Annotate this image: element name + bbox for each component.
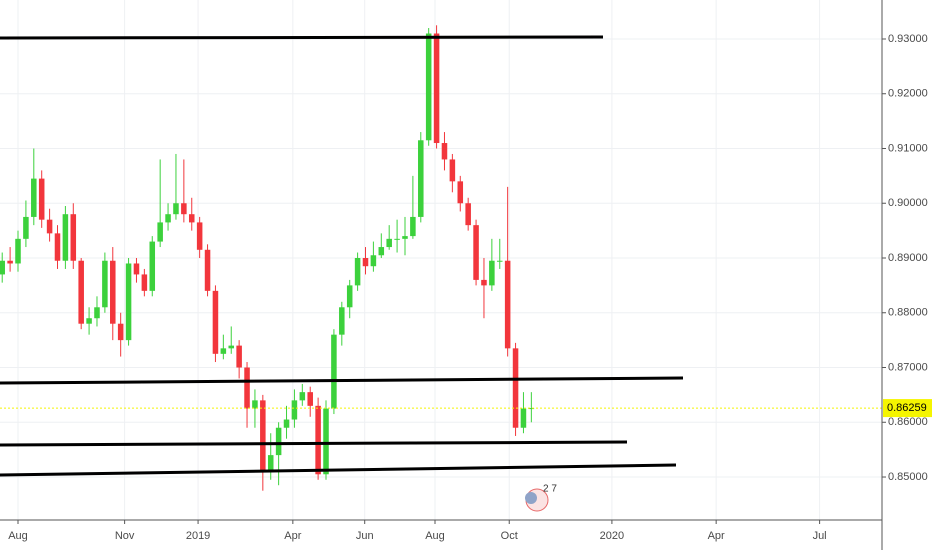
- candle-body: [339, 307, 345, 335]
- candle-body: [275, 427, 282, 456]
- candle-body: [457, 181, 464, 204]
- candle-body: [346, 285, 353, 308]
- candle-body: [267, 455, 274, 472]
- candle-body: [291, 400, 298, 420]
- candle-body: [228, 345, 235, 349]
- candles: [0, 25, 882, 491]
- candle-body: [283, 419, 290, 428]
- candle-body: [386, 238, 392, 248]
- x-tick-label: 2019: [186, 530, 210, 542]
- candle-body: [252, 400, 258, 409]
- candle-body: [70, 214, 77, 261]
- candle-body: [331, 334, 337, 409]
- candle-body: [117, 323, 124, 341]
- candle-body: [181, 203, 187, 215]
- candle-body: [204, 249, 211, 291]
- candle-body: [157, 222, 163, 242]
- trend-line[interactable]: [0, 376, 684, 385]
- candle-body: [110, 260, 116, 324]
- trend-line[interactable]: [0, 440, 628, 447]
- candle-body: [244, 367, 250, 409]
- candle-body: [354, 258, 361, 286]
- y-tick-label: 0.91000: [888, 142, 928, 154]
- badge-avatar: [525, 492, 537, 504]
- y-tick-label: 0.86000: [888, 416, 928, 428]
- candle-body: [31, 178, 37, 217]
- last-price-box: [883, 399, 932, 418]
- x-tick-label: Jul: [813, 530, 827, 542]
- candle-body: [425, 33, 432, 141]
- candle-body: [94, 307, 100, 319]
- candle-body: [54, 233, 61, 261]
- candle-body: [449, 159, 456, 182]
- candle-body: [520, 408, 527, 428]
- x-tick-label: Aug: [8, 530, 28, 542]
- candle-body: [133, 263, 140, 275]
- candle-body: [433, 33, 440, 144]
- last-price-label: 0.86259: [887, 402, 927, 414]
- y-tick-label: 0.92000: [888, 88, 928, 100]
- candle-body: [78, 260, 84, 324]
- x-tick-label: Oct: [501, 530, 518, 542]
- candle-body: [362, 258, 369, 267]
- candle-body: [149, 241, 156, 291]
- candle-body: [418, 140, 424, 217]
- candle-body: [220, 348, 227, 354]
- axes: 0.85000 0.86000 0.87000 0.88000 0.89000 0.900…: [8, 33, 932, 542]
- x-tick-label: Apr: [708, 530, 725, 542]
- candle-body: [394, 238, 400, 240]
- candle-body: [307, 392, 313, 406]
- y-tick-label: 0.87000: [888, 361, 928, 373]
- candle-body: [38, 178, 45, 220]
- x-tick-label: Nov: [115, 530, 135, 542]
- candle-body: [125, 263, 132, 341]
- candle-body: [441, 143, 448, 160]
- candle-body: [165, 214, 171, 223]
- candle-body: [46, 219, 53, 234]
- candle-body: [7, 260, 13, 264]
- trend-line[interactable]: [0, 463, 677, 477]
- candle-body: [15, 238, 21, 264]
- candle-body: [370, 255, 377, 267]
- candle-body: [315, 405, 321, 475]
- candle-body: [496, 260, 503, 262]
- candle-body: [465, 203, 471, 226]
- candle-body: [410, 216, 416, 237]
- candle-body: [188, 214, 195, 223]
- candle-body: [196, 222, 203, 250]
- candle-body: [528, 408, 535, 410]
- candle-body: [173, 203, 179, 215]
- candle-body: [236, 345, 242, 368]
- x-tick-label: Apr: [284, 530, 301, 542]
- candle-body: [489, 260, 495, 286]
- candle-body: [86, 318, 92, 324]
- candle-body: [0, 260, 5, 275]
- y-tick-label: 0.90000: [888, 197, 928, 209]
- x-tick-label: 2020: [600, 530, 624, 542]
- candle-body: [512, 348, 519, 428]
- y-tick-label: 0.85000: [888, 471, 928, 483]
- candle-body: [481, 279, 487, 286]
- x-tick-label: Aug: [425, 530, 445, 542]
- candle-body: [141, 274, 148, 291]
- y-tick-label: 0.89000: [888, 252, 928, 264]
- y-tick-label: 0.88000: [888, 307, 928, 319]
- candle-body: [23, 216, 29, 239]
- candle-body: [473, 225, 479, 280]
- badge-count: 2 7: [543, 484, 557, 495]
- candle-body: [299, 392, 306, 401]
- candle-body: [378, 247, 385, 256]
- candle-body: [62, 214, 69, 261]
- candle-body: [212, 290, 219, 354]
- trend-line[interactable]: [0, 35, 604, 40]
- y-tick-label: 0.93000: [888, 33, 928, 45]
- x-tick-label: Jun: [356, 530, 374, 542]
- candle-body: [402, 236, 408, 239]
- candle-body: [323, 408, 329, 475]
- candle-body: [260, 400, 266, 472]
- candle-body: [102, 260, 108, 308]
- candle-body: [504, 260, 511, 349]
